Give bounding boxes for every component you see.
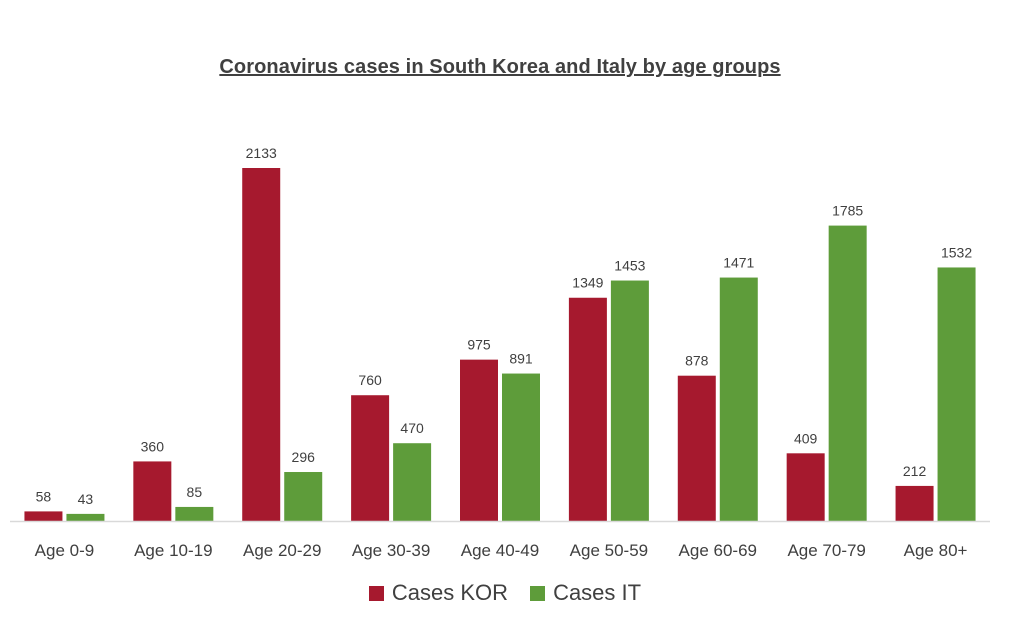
data-label-kor-5: 1349: [572, 275, 603, 291]
chart-title: Coronavirus cases in South Korea and Ita…: [219, 56, 781, 78]
bar-kor-3: [351, 395, 390, 521]
bar-kor-1: [133, 461, 172, 521]
bar-kor-5: [568, 297, 607, 521]
data-label-kor-4: 975: [467, 337, 491, 353]
x-tick-label-1: Age 10-19: [134, 541, 212, 560]
bar-it-1: [175, 506, 214, 521]
x-tick-label-6: Age 60-69: [679, 541, 757, 560]
data-label-kor-1: 360: [141, 438, 165, 454]
x-tick-label-0: Age 0-9: [35, 541, 95, 560]
bar-it-4: [502, 373, 540, 521]
data-label-kor-7: 409: [794, 430, 818, 446]
data-label-kor-6: 878: [685, 353, 709, 369]
legend-swatch-it: [530, 585, 546, 601]
data-label-kor-8: 212: [903, 463, 927, 479]
bar-it-5: [610, 280, 649, 521]
data-label-it-7: 1785: [832, 203, 863, 219]
legend-item-kor: Cases KOR: [368, 580, 509, 606]
data-label-it-8: 1532: [941, 244, 972, 260]
x-tick-label-5: Age 50-59: [570, 541, 648, 560]
data-label-kor-2: 2133: [246, 145, 277, 161]
data-label-it-6: 1471: [723, 255, 754, 271]
bar-kor-2: [242, 168, 281, 521]
legend: Cases KOR Cases IT: [0, 580, 1010, 606]
legend-item-it: Cases IT: [530, 580, 641, 606]
bar-it-8: [937, 267, 976, 521]
x-tick-label-2: Age 20-29: [243, 541, 321, 560]
x-tick-label-7: Age 70-79: [787, 541, 865, 560]
x-tick-label-4: Age 40-49: [461, 541, 539, 560]
data-label-kor-3: 760: [358, 372, 382, 388]
data-label-it-1: 85: [187, 484, 203, 500]
data-label-it-3: 470: [400, 420, 424, 436]
bar-kor-4: [460, 359, 498, 521]
bar-it-3: [393, 443, 432, 521]
legend-label-it: Cases IT: [553, 580, 642, 605]
x-tick-label-8: Age 80+: [904, 541, 968, 560]
bar-it-0: [66, 513, 105, 521]
bar-kor-7: [786, 453, 825, 521]
bar-it-2: [284, 472, 323, 521]
legend-label-kor: Cases KOR: [391, 580, 509, 605]
bar-kor-6: [677, 375, 716, 521]
data-label-it-4: 891: [509, 351, 533, 367]
legend-swatch-kor: [368, 585, 384, 601]
data-label-it-2: 296: [292, 449, 316, 465]
x-tick-label-3: Age 30-39: [352, 541, 430, 560]
bar-kor-8: [895, 485, 934, 521]
data-label-kor-0: 58: [36, 488, 52, 504]
bar-it-6: [719, 277, 758, 521]
bar-kor-0: [24, 511, 63, 521]
bar-it-7: [828, 225, 867, 522]
data-label-it-0: 43: [78, 491, 94, 507]
data-label-it-5: 1453: [614, 258, 645, 274]
